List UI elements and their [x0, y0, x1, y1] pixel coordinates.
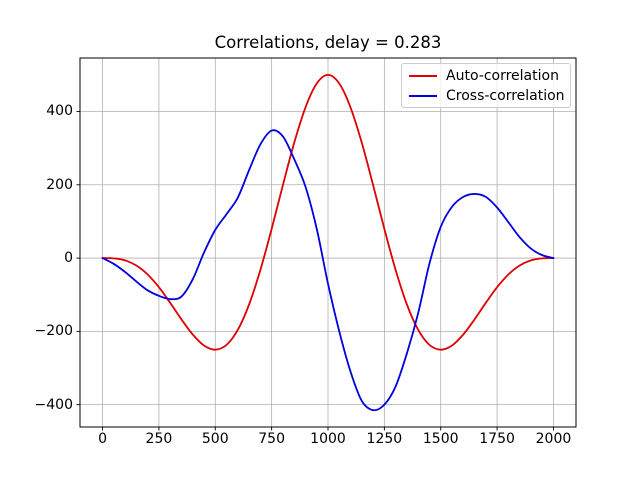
legend-entry-auto-correlation: Auto-correlation — [409, 66, 562, 86]
x-tick-label: 500 — [201, 431, 229, 447]
y-tick-label: 200 — [46, 176, 73, 193]
x-tick-label: 1250 — [366, 431, 403, 447]
x-tick-label: 0 — [98, 431, 107, 447]
x-tick-label: 1750 — [479, 431, 515, 447]
legend-label-cross-correlation: Cross-correlation — [446, 88, 565, 104]
blue-line-swatch — [409, 95, 437, 97]
red-line-swatch — [409, 75, 437, 77]
x-tick-label: 250 — [145, 431, 173, 447]
chart-title: Correlations, delay = 0.283 — [214, 33, 442, 52]
x-tick-label: 2000 — [535, 431, 572, 447]
grid-lines — [80, 58, 576, 427]
legend: Auto-correlation Cross-correlation — [401, 63, 571, 108]
legend-entry-cross-correlation: Cross-correlation — [409, 86, 565, 106]
cross-correlation-line — [101, 129, 555, 412]
y-tick-label: 0 — [64, 250, 73, 267]
y-tick-label: 400 — [46, 103, 73, 120]
tick-marks — [76, 111, 554, 431]
x-tick-label: 1500 — [422, 431, 459, 447]
y-tick-label: −200 — [34, 323, 73, 340]
x-tick-label: 750 — [258, 431, 285, 447]
y-tick-label: −400 — [34, 396, 73, 413]
legend-label-auto-correlation: Auto-correlation — [446, 68, 559, 84]
auto-correlation-line — [101, 73, 555, 351]
x-tick-label: 1000 — [310, 431, 346, 447]
